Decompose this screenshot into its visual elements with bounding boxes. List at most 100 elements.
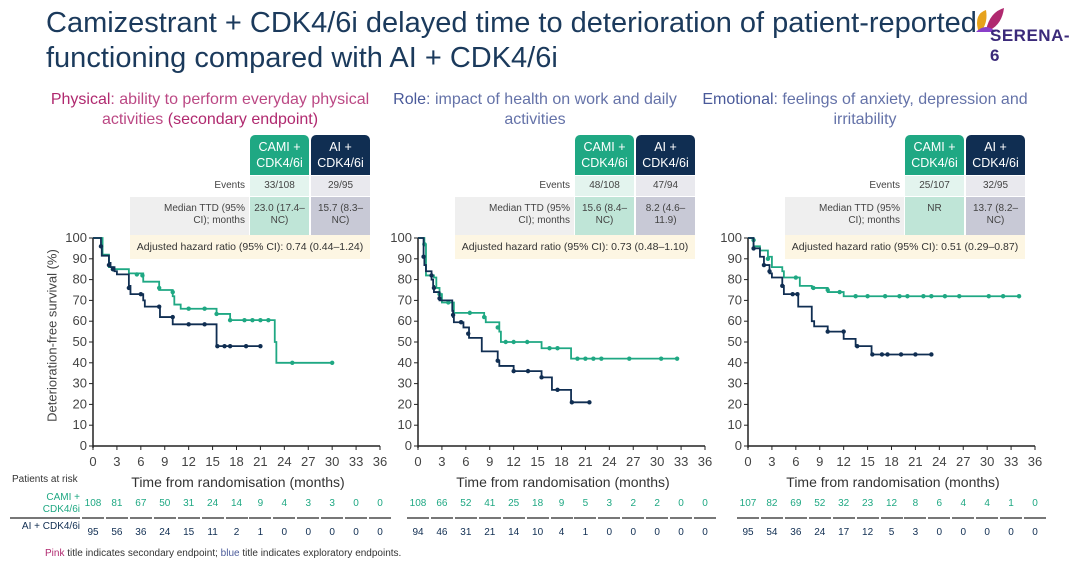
censor-mark-cami <box>882 294 888 299</box>
logo-text: SERENA-6 <box>990 26 1071 65</box>
y-tick-label: 80 <box>398 272 412 287</box>
censor-mark-ai <box>98 244 104 249</box>
risk-divider-segment <box>694 517 716 519</box>
y-tick-label: 80 <box>728 272 742 287</box>
risk-divider-segment <box>1000 517 1023 519</box>
risk-count-ai: 24 <box>159 527 171 538</box>
censor-mark-cami <box>627 356 632 361</box>
x-tick-label: 21 <box>908 454 922 469</box>
risk-divider-segment <box>82 517 104 519</box>
x-tick-label: 27 <box>301 454 315 469</box>
risk-count-cami: 2 <box>654 498 660 509</box>
censor-mark-cami <box>156 285 162 291</box>
footnote-end: title indicates exploratory endpoints. <box>239 548 402 559</box>
censor-mark-ai <box>841 329 846 334</box>
y-tick-label: 0 <box>80 438 87 453</box>
events-label: Events <box>214 180 245 191</box>
censor-mark-cami <box>503 339 508 345</box>
censor-mark-cami <box>481 314 487 320</box>
risk-divider-segment <box>502 517 525 519</box>
censor-mark-ai <box>431 285 437 291</box>
y-tick-label: 20 <box>728 396 742 411</box>
censor-mark-cami <box>897 294 902 299</box>
x-tick-label: 18 <box>884 454 898 469</box>
censor-mark-ai <box>126 285 132 291</box>
x-tick-label: 30 <box>980 454 994 469</box>
risk-divider-segment <box>129 517 152 519</box>
censor-mark-ai <box>780 283 785 289</box>
y-tick-label: 30 <box>728 376 742 391</box>
censor-mark-ai <box>186 322 191 327</box>
censor-mark-cami <box>329 360 335 365</box>
risk-count-ai: 5 <box>888 527 895 538</box>
risk-divider-segment <box>574 517 597 519</box>
x-tick-label: 36 <box>698 454 712 469</box>
risk-divider-segment <box>784 517 807 519</box>
header-ai: AI + CDK4/6i <box>311 135 370 175</box>
median-ai: 8.2 (4.6–11.9) <box>636 197 695 235</box>
x-tick-label: 30 <box>650 454 664 469</box>
risk-divider-segment <box>928 517 951 519</box>
header-ai: AI + CDK4/6i <box>636 135 695 175</box>
censor-mark-ai <box>885 352 890 357</box>
risk-count-cami: 0 <box>377 498 383 509</box>
risk-divider-segment <box>345 517 368 519</box>
events-cami: 48/108 <box>575 176 634 196</box>
censor-mark-ai <box>790 291 795 297</box>
x-tick-label: 9 <box>816 454 823 469</box>
risk-count-ai: 31 <box>460 527 472 538</box>
panel-title-endpoint: (secondary endpoint) <box>167 111 319 128</box>
risk-divider-segment <box>321 517 344 519</box>
footnote-blue: blue <box>220 548 240 559</box>
risk-label-cami: CAMI + CDK4/6i <box>42 492 80 515</box>
risk-count-ai: 14 <box>508 527 520 538</box>
risk-divider-segment <box>105 517 128 519</box>
censor-mark-ai <box>587 400 592 405</box>
risk-count-cami: 108 <box>409 498 427 509</box>
censor-mark-ai <box>258 343 263 349</box>
risk-count-ai: 94 <box>412 527 424 538</box>
panel-title: Emotional: feelings of anxiety, depressi… <box>700 90 1030 130</box>
median-label-bg <box>455 197 574 235</box>
censor-mark-cami <box>575 356 580 361</box>
y-tick-label: 10 <box>398 417 412 432</box>
x-tick-label: 21 <box>253 454 267 469</box>
risk-count-ai: 36 <box>790 527 802 538</box>
risk-count-cami: 41 <box>484 498 496 509</box>
panel-title: Physical: ability to perform everyday ph… <box>45 90 375 130</box>
y-tick-label: 30 <box>398 376 412 391</box>
censor-mark-cami <box>202 306 207 311</box>
censor-mark-ai <box>421 254 426 259</box>
risk-divider-segment <box>273 517 296 519</box>
censor-mark-ai <box>898 352 904 357</box>
x-tick-label: 6 <box>137 454 144 469</box>
risk-count-ai: 0 <box>377 527 383 538</box>
risk-count-ai: 0 <box>1008 527 1014 538</box>
censor-mark-cami <box>547 346 552 351</box>
panel-title-description: : impact of health on work and daily act… <box>426 91 677 128</box>
risk-divider-segment <box>369 517 391 519</box>
risk-count-cami: 107 <box>739 498 757 509</box>
x-tick-label: 24 <box>277 454 291 469</box>
panel-title-domain: Physical <box>50 91 111 108</box>
risk-count-ai: 0 <box>281 527 288 538</box>
censor-mark-ai <box>243 343 249 349</box>
x-tick-label: 15 <box>860 454 874 469</box>
x-tick-label: 36 <box>1028 454 1042 469</box>
x-tick-label: 24 <box>932 454 946 469</box>
risk-divider-segment <box>407 517 429 519</box>
censor-mark-cami <box>811 285 816 291</box>
risk-count-cami: 52 <box>460 498 472 509</box>
risk-count-cami: 0 <box>1032 498 1038 509</box>
risk-count-ai: 46 <box>436 527 448 538</box>
events-ai: 29/95 <box>311 176 370 196</box>
risk-count-ai: 95 <box>87 527 99 538</box>
risk-count-cami: 1 <box>1008 498 1014 509</box>
risk-count-cami: 67 <box>135 498 147 509</box>
x-tick-label: 0 <box>89 454 96 469</box>
risk-count-ai: 15 <box>183 527 195 538</box>
risk-divider-segment <box>856 517 879 519</box>
y-tick-label: 60 <box>728 313 742 328</box>
median-cami: 23.0 (17.4–NC) <box>250 197 309 235</box>
censor-mark-ai <box>450 312 456 318</box>
